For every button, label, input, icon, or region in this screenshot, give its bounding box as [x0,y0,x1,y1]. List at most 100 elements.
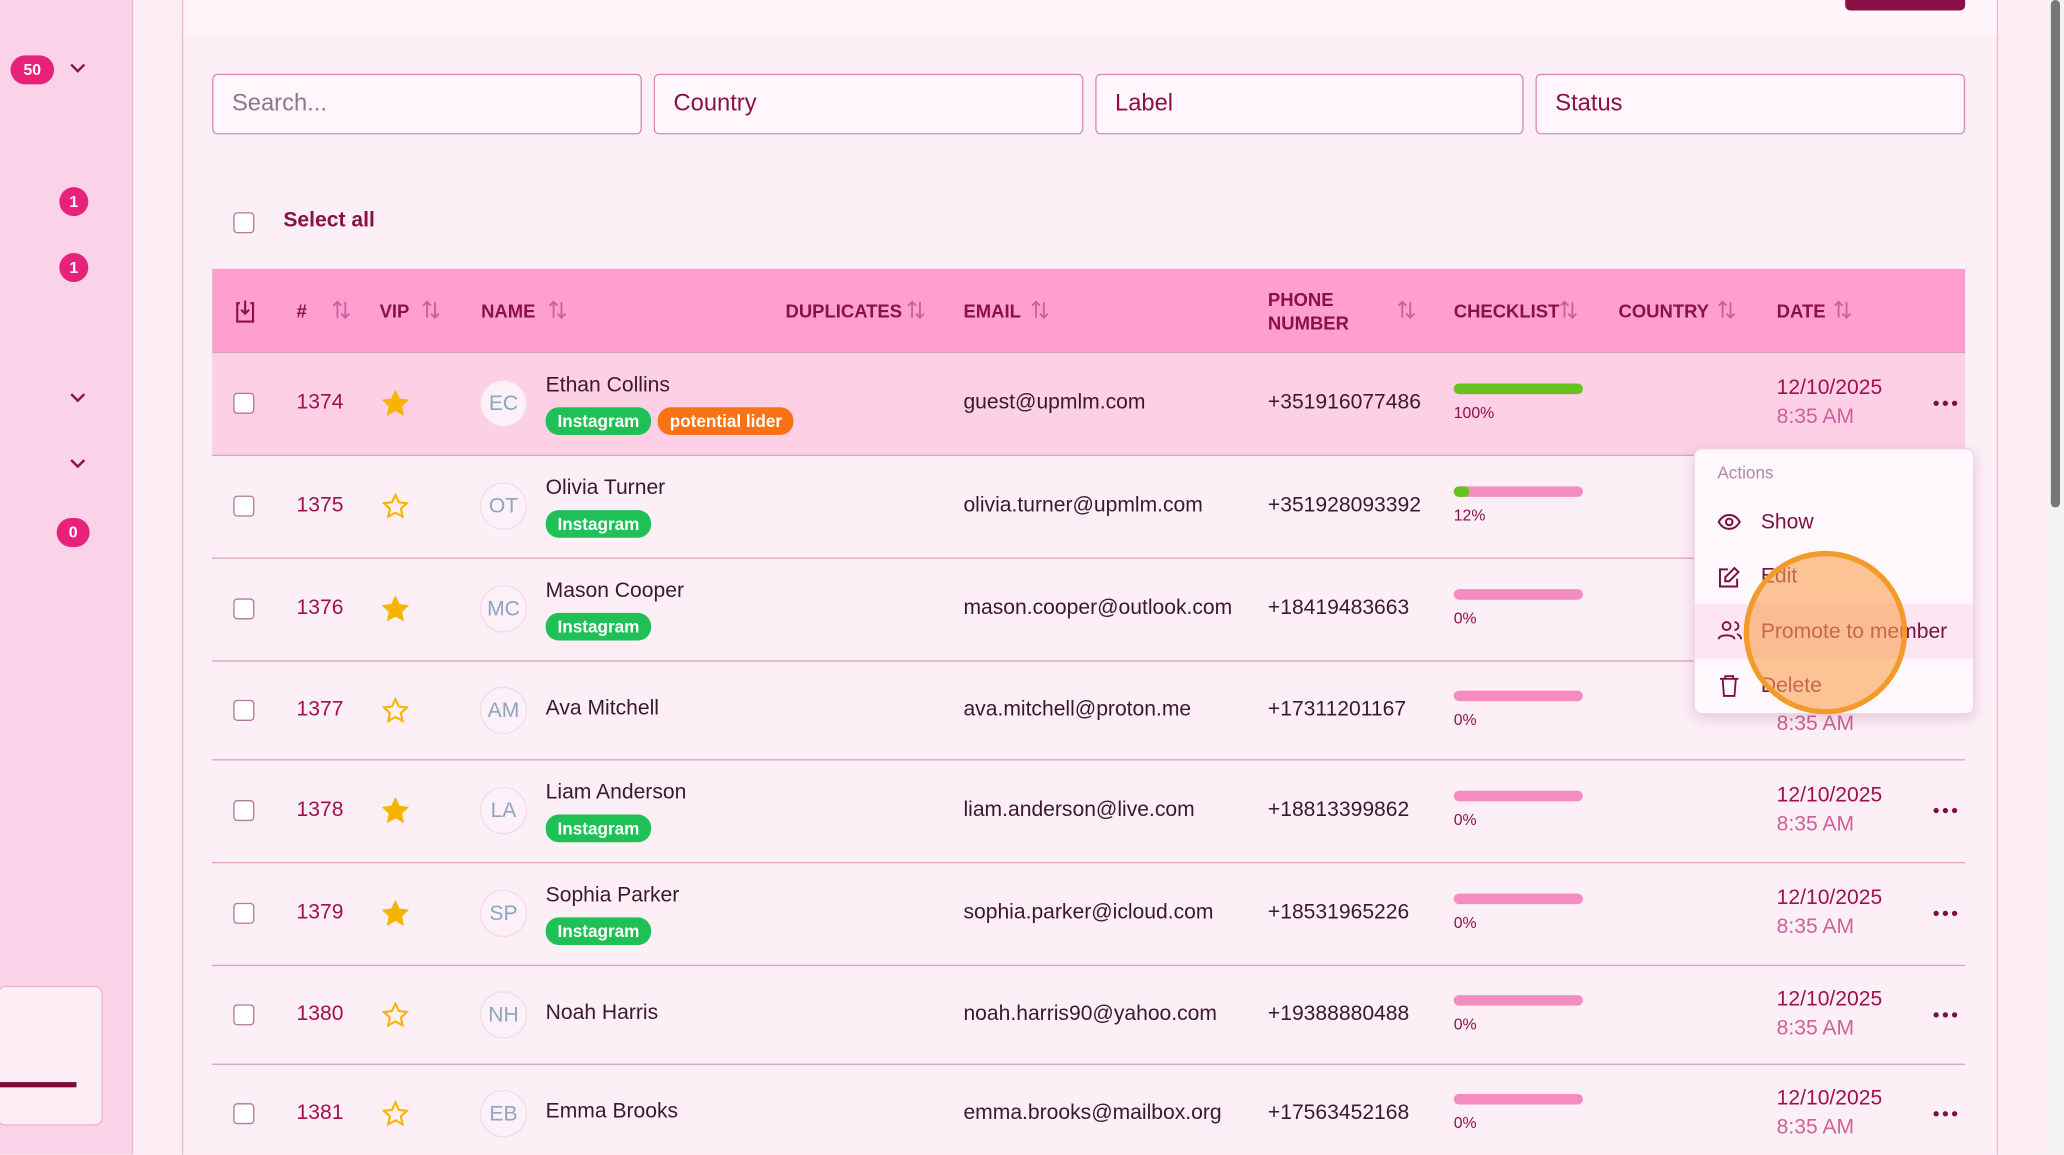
page-size[interactable]: 50 [10,55,55,85]
vip-star[interactable] [382,390,409,416]
vip-star[interactable] [382,595,409,622]
sort-icon[interactable] [905,299,926,320]
row-id: 1380 [296,1002,344,1025]
phone: +19388880488 [1267,1002,1410,1025]
checkbox[interactable] [233,495,255,517]
vip-star[interactable] [382,900,409,926]
chevron[interactable] [69,455,87,473]
button[interactable] [1845,0,1966,11]
sort-icon[interactable] [331,299,352,320]
label: Status [1555,89,1623,116]
table-row: 1376 MC Mason Cooper Instagram mason.cooper@… [212,559,1966,662]
star [382,595,409,622]
email: mason.cooper@outlook.com [963,597,1233,620]
contact-name: Mason Cooper [545,579,684,603]
sort-icon[interactable] [1029,299,1050,320]
select-all[interactable]: Select all [283,209,375,232]
column-header: NAME [481,300,536,322]
checklist-bar [1453,589,1583,600]
icon [1717,514,1741,530]
search-input[interactable]: Search... [212,73,642,135]
row-id: 1381 [296,1101,344,1124]
contact-name: Ava Mitchell [545,696,659,719]
column-header: EMAIL [963,300,1021,322]
vip-star[interactable] [382,696,409,723]
more-button[interactable] [1932,807,1958,815]
star [382,1001,409,1027]
checkbox[interactable] [233,212,255,234]
email: guest@upmlm.com [963,391,1146,414]
checkbox[interactable] [233,902,255,924]
star [382,696,409,723]
more-button[interactable] [1932,909,1958,917]
time: 8:35 AM [1776,813,1855,836]
checklist-label: 100% [1453,403,1495,422]
checkbox[interactable] [233,1003,255,1025]
phone: +17311201167 [1267,697,1407,721]
country-select[interactable]: Country [653,73,1084,135]
label-select[interactable]: Label [1095,73,1524,135]
tags: Instagram [545,917,658,946]
row-id: 1378 [296,798,344,822]
sort-icon[interactable] [1716,299,1737,320]
dot [1951,910,1958,917]
sidebar-card [0,985,103,1126]
dot [1942,400,1949,406]
dot [1942,1110,1949,1116]
table-header: # VIP NAME DUPLICATES EMAIL PHONE NUMBER CHECK… [212,268,1966,354]
checklist-label: 12% [1453,506,1486,525]
chevron[interactable] [69,59,87,77]
dot [1942,1011,1949,1017]
dot [1942,807,1949,814]
icon [1719,566,1740,588]
export-icon[interactable] [233,298,257,324]
tags: Instagram potential lider [545,407,801,435]
sort-icon[interactable] [547,299,568,320]
vip-star[interactable] [382,1099,409,1126]
more-button[interactable] [1932,399,1958,407]
sort-icon[interactable] [420,299,441,320]
checklist-bar [1453,689,1583,701]
checkbox[interactable] [233,392,255,414]
more-button[interactable] [1932,1109,1958,1117]
vip-star[interactable] [382,797,409,824]
time: 8:35 AM [1776,1115,1855,1139]
arrows [1031,300,1049,319]
status-select[interactable]: Status [1535,73,1966,135]
arrows [548,300,567,319]
click-indicator [1743,550,1908,715]
checkbox[interactable] [233,598,255,620]
menu-item[interactable]: Show [1760,511,1814,534]
vip-star[interactable] [382,492,409,519]
chevron[interactable] [69,389,87,407]
dot [1933,400,1939,406]
checkbox[interactable] [233,800,255,822]
email: noah.harris90@yahoo.com [963,1002,1217,1025]
more-button[interactable] [1932,1010,1958,1018]
checkbox[interactable] [233,1102,255,1124]
checklist-bar [1453,383,1583,395]
checklist-label: 0% [1453,709,1477,729]
arrows [1559,300,1577,319]
label: Country [673,89,757,116]
table-row: 1378 LA Liam Anderson Instagram liam.anderso… [212,760,1966,864]
time: 8:35 AM [1776,405,1855,429]
sort-icon[interactable] [1396,299,1417,320]
tag: Instagram [545,407,652,435]
sort-icon[interactable] [1832,299,1853,320]
checkbox[interactable] [233,699,255,721]
phone: +18531965226 [1267,901,1410,924]
checklist-label: 0% [1453,1113,1477,1132]
avatar: EB [479,1089,528,1137]
time: 8:35 AM [1776,1016,1855,1040]
badge: 1 [59,253,89,283]
checklist-label: 0% [1453,810,1477,830]
tags: Instagram [545,814,658,843]
dot [1951,400,1958,406]
sort-icon[interactable] [1558,299,1579,320]
date: 12/10/2025 [1776,784,1883,807]
vip-star[interactable] [382,1001,409,1027]
star [382,1099,409,1126]
star [382,492,409,519]
star [382,390,409,416]
